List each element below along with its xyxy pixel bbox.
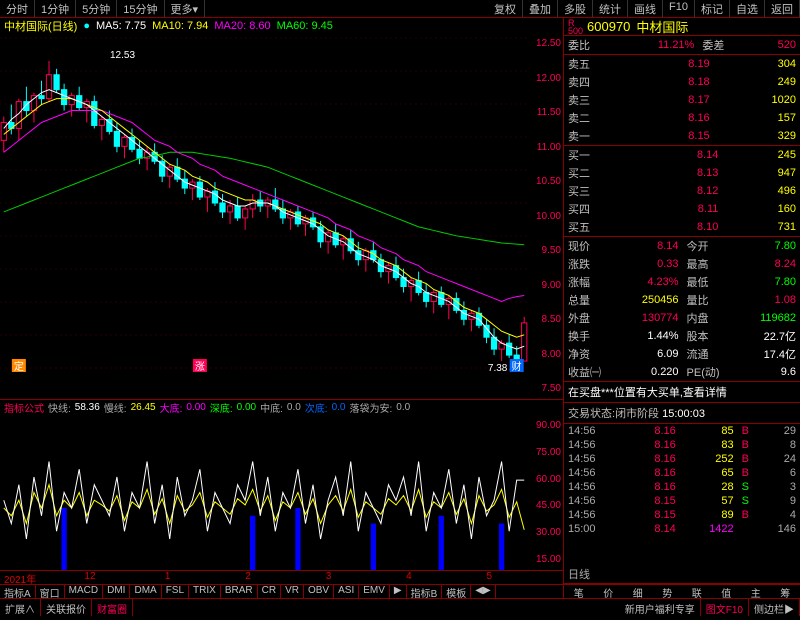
chart-title: 中材国际(日线) xyxy=(4,18,77,34)
ma-label: MA5: 7.75 xyxy=(96,20,146,32)
ind-tab-BRAR[interactable]: BRAR xyxy=(221,585,258,598)
ind-tab-DMA[interactable]: DMA xyxy=(130,585,161,598)
toolbar-更多▾[interactable]: 更多▾ xyxy=(165,0,206,17)
right-tab-主[interactable]: 主 xyxy=(747,585,765,598)
ind-tab-DMI[interactable]: DMI xyxy=(103,585,130,598)
right-tab-筹[interactable]: 筹 xyxy=(776,585,794,598)
toolbar-返回[interactable]: 返回 xyxy=(765,0,800,17)
toolbar-5分钟[interactable]: 5分钟 xyxy=(76,0,117,17)
notice[interactable]: 在买盘***位置有大买单,查看详情 xyxy=(564,382,800,403)
ma-label: MA10: 7.94 xyxy=(152,20,208,32)
right-tab-势[interactable]: 势 xyxy=(658,585,676,598)
ind-tab-EMV[interactable]: EMV xyxy=(359,585,390,598)
dayline-label: 日线 xyxy=(564,565,800,584)
svg-text:定: 定 xyxy=(14,360,24,373)
toolbar-1分钟[interactable]: 1分钟 xyxy=(35,0,76,17)
svg-text:12.53: 12.53 xyxy=(110,50,135,61)
toolbar-统计[interactable]: 统计 xyxy=(593,0,628,17)
ind-tab-ASI[interactable]: ASI xyxy=(334,585,359,598)
toolbar-画线[interactable]: 画线 xyxy=(628,0,663,17)
toolbar-自选[interactable]: 自选 xyxy=(730,0,765,17)
toolbar-复权[interactable]: 复权 xyxy=(488,0,523,17)
right-tab-细[interactable]: 细 xyxy=(629,585,647,598)
svg-text:财: 财 xyxy=(512,360,522,373)
ind-tab-TRIX[interactable]: TRIX xyxy=(189,585,221,598)
ind-tab-◀▶[interactable]: ◀▶ xyxy=(471,585,495,598)
toolbar-15分钟[interactable]: 15分钟 xyxy=(117,0,164,17)
toolbar-F10[interactable]: F10 xyxy=(663,0,695,17)
status-label: 交易状态: xyxy=(568,408,615,420)
svg-text:涨: 涨 xyxy=(195,361,205,373)
ind-tab-CR[interactable]: CR xyxy=(258,585,281,598)
stock-name[interactable]: 中材国际 xyxy=(636,17,688,36)
toolbar-多股[interactable]: 多股 xyxy=(558,0,593,17)
right-tab-联[interactable]: 联 xyxy=(688,585,706,598)
ind-tab-指标A[interactable]: 指标A xyxy=(0,585,36,598)
ind-tab-指标B[interactable]: 指标B xyxy=(407,585,443,598)
ind-tab-▶[interactable]: ▶ xyxy=(390,585,407,598)
status-value: 闭市阶段 xyxy=(615,408,659,420)
stock-code[interactable]: 600970 xyxy=(587,19,630,34)
toolbar-叠加[interactable]: 叠加 xyxy=(523,0,558,17)
ind-tab-OBV[interactable]: OBV xyxy=(304,585,334,598)
ind-tab-VR[interactable]: VR xyxy=(281,585,304,598)
ind-tab-窗口[interactable]: 窗口 xyxy=(36,585,65,598)
right-tab-笔[interactable]: 笔 xyxy=(570,585,588,598)
ind-tab-MACD[interactable]: MACD xyxy=(65,585,103,598)
status-time: 15:00:03 xyxy=(662,408,705,420)
right-tab-价[interactable]: 价 xyxy=(599,585,617,598)
toolbar-分时[interactable]: 分时 xyxy=(0,0,35,17)
toolbar-[interactable] xyxy=(205,0,488,17)
right-tab-值[interactable]: 值 xyxy=(717,585,735,598)
ind-tab-模板[interactable]: 模板 xyxy=(442,585,471,598)
ind-tab-FSL[interactable]: FSL xyxy=(162,585,189,598)
ma-label: MA60: 9.45 xyxy=(277,20,333,32)
ma-label: MA20: 8.60 xyxy=(214,20,270,32)
toolbar-标记[interactable]: 标记 xyxy=(695,0,730,17)
